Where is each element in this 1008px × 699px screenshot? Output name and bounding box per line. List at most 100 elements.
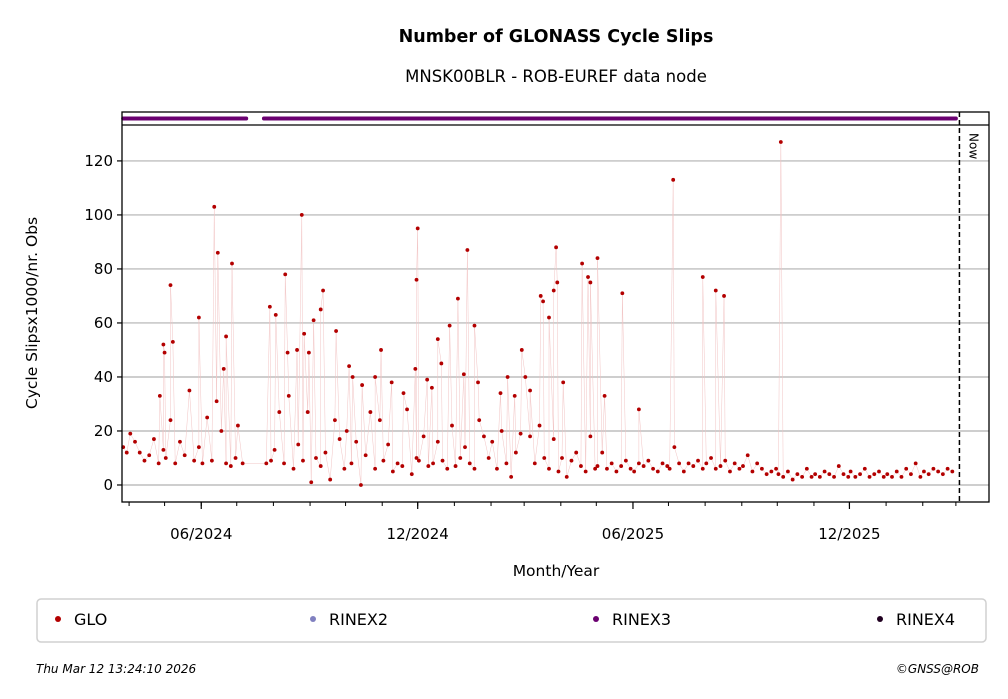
glo-data-point [334, 329, 338, 333]
glo-data-point [586, 275, 590, 279]
glo-data-point [212, 204, 217, 209]
glo-data-point [723, 458, 728, 463]
glo-data-point [128, 431, 133, 436]
glo-data-point [499, 429, 504, 433]
glo-data-point [187, 388, 192, 393]
glo-data-point [147, 453, 152, 458]
glo-data-point [922, 469, 926, 474]
glo-data-point [386, 442, 391, 447]
glo-data-point [221, 366, 226, 371]
glo-data-point [445, 466, 450, 471]
now-marker-label: Now [966, 133, 980, 159]
glo-data-point [636, 461, 641, 466]
glo-data-point [472, 323, 477, 328]
glo-data-point [440, 458, 445, 463]
glo-data-point [405, 407, 409, 412]
glo-data-point [741, 464, 745, 468]
glo-data-point [236, 423, 240, 428]
legend-box [36, 598, 987, 643]
glo-data-point [318, 307, 323, 312]
glo-data-point [156, 461, 161, 466]
glo-data-point [579, 464, 583, 468]
glo-data-point [415, 226, 420, 231]
glo-data-point [691, 464, 696, 468]
glo-data-point [774, 466, 778, 471]
glo-data-point [157, 393, 162, 398]
glo-data-point [551, 288, 556, 293]
glo-data-point [296, 442, 301, 447]
glo-data-point [321, 288, 325, 293]
y-tick-label: 80 [94, 260, 113, 278]
glo-data-point [877, 469, 881, 474]
glo-data-point [512, 393, 517, 398]
glo-data-point [778, 140, 783, 144]
glo-data-point [718, 464, 723, 468]
legend-label-rinex2: RINEX2 [329, 610, 388, 629]
glo-data-point [228, 464, 233, 468]
glo-data-point [450, 423, 454, 428]
glo-data-point [337, 437, 342, 441]
glo-data-point [551, 437, 556, 441]
glo-data-point [750, 469, 755, 474]
glo-data-point [832, 474, 836, 479]
glo-data-point [472, 466, 477, 471]
glo-data-point [409, 472, 414, 477]
glo-data-point [790, 477, 795, 482]
glo-data-point [142, 458, 147, 463]
glo-data-point [713, 288, 718, 293]
glo-data-point [173, 461, 178, 466]
glo-data-point [681, 469, 686, 474]
glo-data-point [602, 393, 607, 398]
glo-data-point [301, 458, 305, 463]
glo-data-point [219, 429, 224, 433]
glo-data-point [333, 418, 337, 423]
glo-data-point [168, 418, 173, 423]
glo-data-point [523, 375, 528, 379]
glo-data-point [560, 456, 564, 460]
rinex3-availability-strip [121, 116, 958, 121]
glo-data-point [421, 434, 426, 439]
glo-data-point [538, 294, 543, 298]
glo-data-point [344, 429, 349, 433]
glo-data-point [215, 250, 220, 255]
y-tick-label: 100 [84, 206, 113, 224]
glo-data-point [862, 466, 867, 471]
glo-data-point [931, 466, 936, 471]
glo-data-point [760, 466, 764, 471]
glo-data-point [354, 439, 359, 444]
glo-data-point [295, 348, 299, 352]
glo-data-point [569, 458, 574, 463]
glo-data-point [686, 461, 691, 466]
glo-data-point [595, 464, 600, 468]
glo-data-point [950, 469, 955, 474]
glo-data-point [588, 434, 593, 439]
glo-data-point [786, 469, 790, 474]
glo-data-point [476, 380, 480, 385]
glo-data-point [795, 472, 800, 477]
glo-data-point [299, 213, 304, 217]
glo-data-point [495, 466, 499, 471]
glo-data-point [504, 461, 509, 466]
glo-data-point [636, 407, 641, 412]
glo-data-point [347, 364, 351, 369]
glo-data-point [465, 248, 470, 252]
glo-data-point [373, 375, 378, 379]
glo-data-point [628, 466, 633, 471]
glo-data-point [291, 466, 296, 471]
glo-series-line [122, 142, 953, 486]
glo-data-point [400, 464, 405, 468]
legend-label-rinex3: RINEX3 [612, 610, 671, 629]
glo-data-point [737, 466, 742, 471]
footer-copyright: ©GNSS@ROB [896, 662, 979, 676]
glo-data-point [318, 464, 323, 468]
data-points [121, 140, 955, 487]
glo-data-point [200, 461, 205, 466]
glo-data-point [532, 461, 537, 466]
glo-data-point [646, 458, 651, 463]
glo-data-point [660, 461, 665, 466]
glo-data-point [302, 331, 307, 336]
glo-data-point [755, 461, 760, 466]
glo-data-point [233, 456, 238, 460]
glo-data-point [323, 450, 328, 455]
